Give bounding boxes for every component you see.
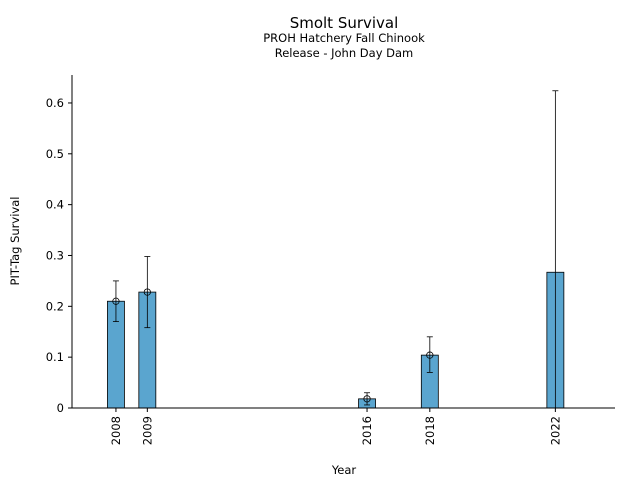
point-marker-2018: [426, 351, 434, 359]
chart-subtitle-line-2: Release - John Day Dam: [275, 46, 414, 60]
x-tick-label: 2018: [423, 416, 437, 445]
point-marker-2009: [143, 288, 151, 296]
y-tick-label: 0.3: [46, 248, 64, 262]
x-tick-label: 2008: [109, 416, 123, 445]
x-tick-label: 2016: [360, 416, 374, 445]
x-tick-label: 2009: [140, 416, 154, 445]
y-tick-label: 0.6: [46, 96, 64, 110]
y-axis-label: PIT-Tag Survival: [8, 197, 22, 286]
y-tick-label: 0.4: [46, 198, 64, 212]
y-tick-label: 0.1: [46, 350, 64, 364]
y-tick-label: 0.2: [46, 299, 64, 313]
x-tick-label: 2022: [548, 416, 562, 445]
y-axis-ticks: 0 0.1 0.2 0.3 0.4 0.5 0.6: [46, 96, 72, 415]
bars: [107, 271, 565, 409]
chart-subtitle-line-1: PROH Hatchery Fall Chinook: [263, 31, 425, 45]
x-axis-label: Year: [331, 463, 357, 477]
error-bars: [112, 90, 559, 409]
point-marker-2016: [363, 395, 371, 403]
x-axis-ticks: 2008 2009 2016 2018 2022: [109, 408, 562, 445]
y-tick-label: 0: [57, 401, 64, 415]
y-tick-label: 0.5: [46, 147, 64, 161]
chart-title: Smolt Survival: [290, 14, 399, 32]
point-marker-2008: [112, 297, 120, 305]
